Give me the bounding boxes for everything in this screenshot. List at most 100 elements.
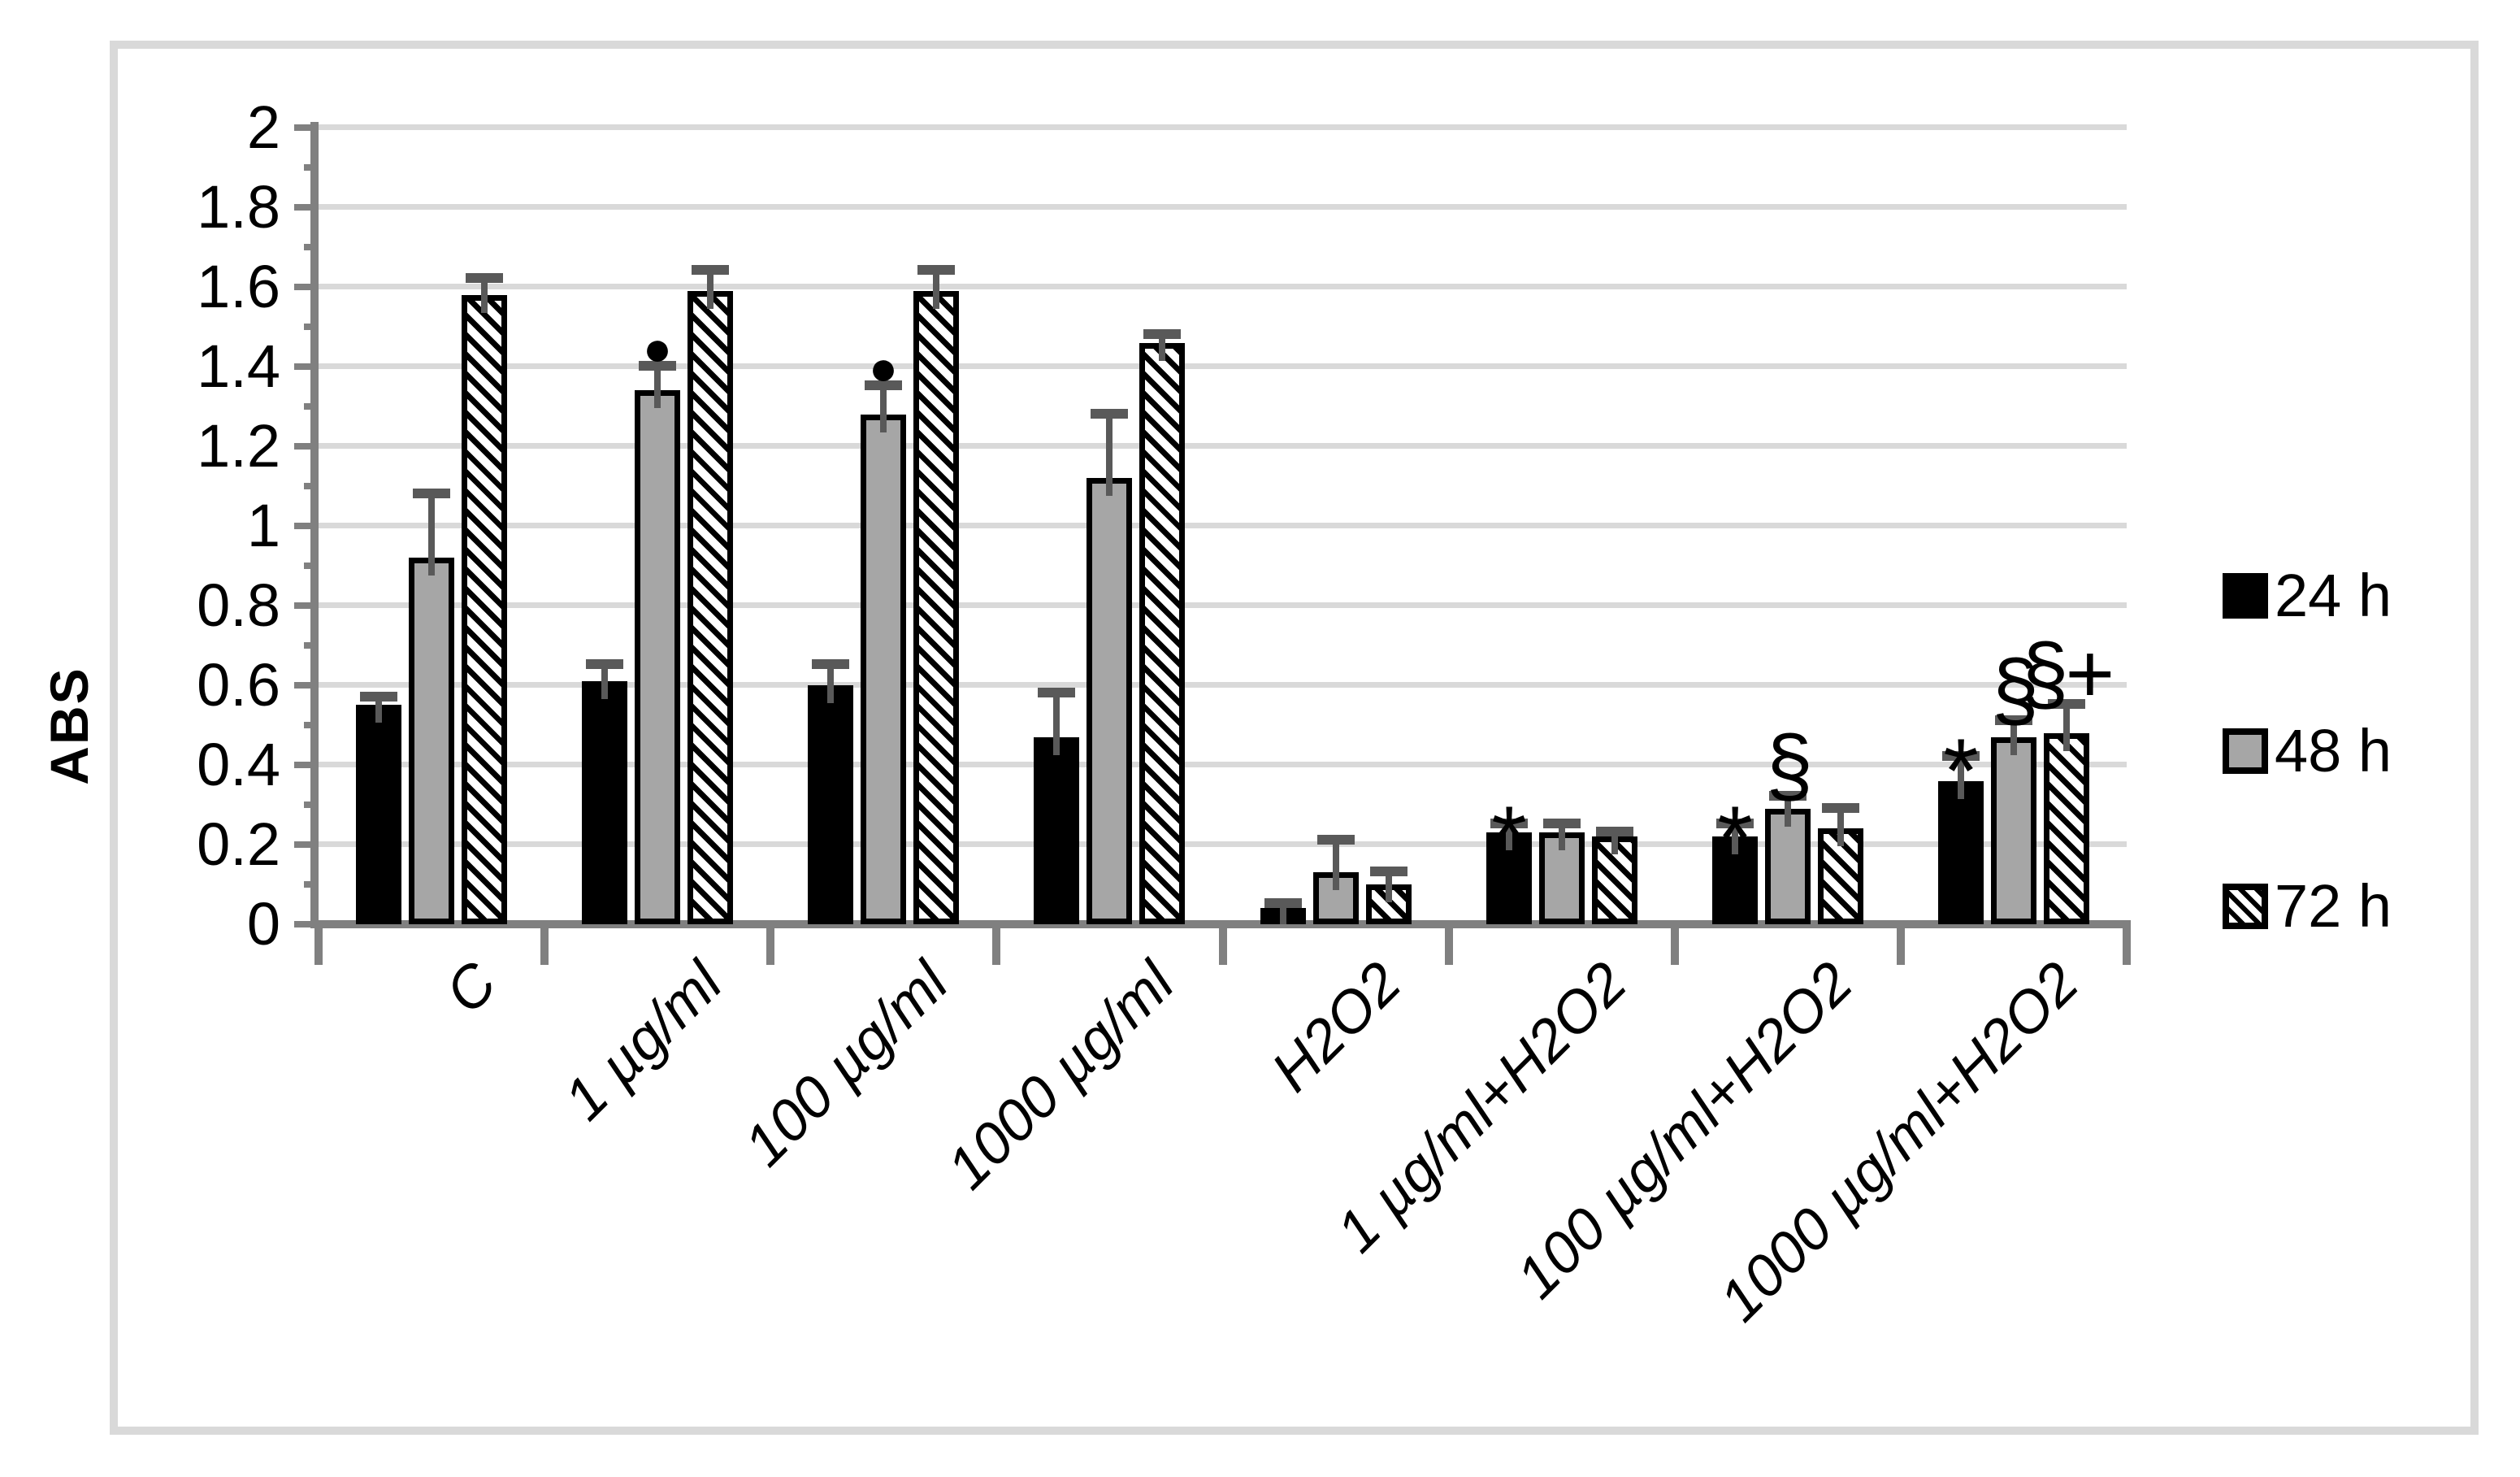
legend-label-24h: 24 h xyxy=(2275,562,2392,629)
error-bar-stem xyxy=(1280,904,1286,924)
error-bar-cap xyxy=(1038,688,1075,697)
error-bar-stem xyxy=(2010,721,2017,755)
legend-item-24h: 24 h xyxy=(2223,561,2392,630)
y-major-tick xyxy=(294,841,319,848)
y-minor-tick xyxy=(304,244,319,250)
error-bar-stem xyxy=(1386,872,1392,902)
error-bar-stem xyxy=(1732,824,1738,854)
bar-24h-C xyxy=(356,705,401,924)
y-tick-label: 1 xyxy=(246,492,280,559)
gridline xyxy=(319,841,2127,847)
y-major-tick xyxy=(294,921,319,927)
error-bar-cap xyxy=(1143,329,1181,339)
significance-marker: ● xyxy=(642,321,673,376)
error-bar-stem xyxy=(375,697,382,723)
y-tick-label: 1.8 xyxy=(197,173,280,241)
error-bar-cap xyxy=(1490,819,1528,828)
error-bar-cap xyxy=(639,361,676,371)
x-tick xyxy=(2123,924,2131,965)
error-bar-cap xyxy=(413,489,450,498)
y-major-tick xyxy=(294,523,319,529)
y-tick-label: 0.6 xyxy=(197,651,280,719)
legend-swatch-24h-icon xyxy=(2223,572,2268,619)
x-tick xyxy=(1445,924,1453,965)
error-bar-cap xyxy=(865,380,902,390)
error-bar-stem xyxy=(428,494,435,576)
x-tick xyxy=(1219,924,1227,965)
bar-72h-1000 µg/ml+H2O2 xyxy=(2044,733,2089,924)
error-bar-cap xyxy=(917,265,955,275)
y-tick-label: 2 xyxy=(246,93,280,161)
plot-area: ● ● * * § * § §+ xyxy=(319,124,2127,924)
y-tick-label: 0 xyxy=(246,890,280,958)
error-bar-stem xyxy=(1958,757,1964,799)
significance-marker: §+ xyxy=(2021,627,2115,721)
x-tick xyxy=(992,924,1000,965)
bar-48h-1000 µg/ml xyxy=(1087,478,1132,924)
y-axis-title: ABS xyxy=(39,667,99,785)
x-tick xyxy=(766,924,774,965)
error-bar-stem xyxy=(1785,797,1791,827)
y-minor-tick xyxy=(304,642,319,649)
y-major-tick xyxy=(294,762,319,768)
error-bar-cap xyxy=(586,659,623,669)
y-tick-label: 1.2 xyxy=(197,412,280,480)
gridline xyxy=(319,204,2127,210)
y-major-tick xyxy=(294,602,319,609)
legend: 24 h 48 h 72 h xyxy=(2223,561,2392,1027)
bar-48h-100 µg/ml xyxy=(861,415,906,924)
bar-48h-1 µg/ml xyxy=(635,390,680,924)
y-major-tick xyxy=(294,443,319,450)
significance-marker: § xyxy=(1766,719,1813,813)
error-bar-stem xyxy=(827,665,834,703)
error-bar-stem xyxy=(880,386,887,432)
error-bar-cap xyxy=(1091,409,1128,419)
bar-24h-1 µg/ml xyxy=(582,681,627,924)
error-bar-stem xyxy=(1106,415,1113,496)
error-bar-cap xyxy=(812,659,849,669)
error-bar-cap xyxy=(1942,751,1980,761)
bar-48h-1000 µg/ml+H2O2 xyxy=(1991,737,2036,924)
y-minor-tick xyxy=(304,483,319,489)
y-tick-label: 0.2 xyxy=(197,810,280,878)
error-bar-stem xyxy=(601,665,608,699)
legend-swatch-72h-icon xyxy=(2223,883,2268,929)
y-minor-tick xyxy=(304,563,319,569)
bar-24h-1000 µg/ml xyxy=(1034,737,1079,924)
bar-72h-1 µg/ml xyxy=(687,291,733,924)
error-bar-cap xyxy=(692,265,729,275)
error-bar-stem xyxy=(1053,693,1060,755)
y-minor-tick xyxy=(304,403,319,410)
legend-swatch-48h-icon xyxy=(2223,728,2268,774)
legend-label-48h: 48 h xyxy=(2275,717,2392,784)
bar-48h-C xyxy=(409,558,454,924)
significance-marker: § xyxy=(1992,643,2039,737)
error-bar-cap xyxy=(1596,827,1633,836)
error-bar-cap xyxy=(1822,803,1859,813)
error-bar-cap xyxy=(1543,819,1581,828)
gridline xyxy=(319,284,2127,289)
bar-24h-100 µg/ml xyxy=(808,685,853,924)
bar-24h-1000 µg/ml+H2O2 xyxy=(1938,781,1984,924)
y-tick-label: 0.4 xyxy=(197,731,280,798)
error-bar-stem xyxy=(1333,841,1339,890)
error-bar-stem xyxy=(481,279,488,313)
y-major-tick xyxy=(294,284,319,290)
legend-item-72h: 72 h xyxy=(2223,871,2392,941)
x-tick xyxy=(540,924,549,965)
gridline xyxy=(319,523,2127,528)
x-tick xyxy=(314,924,323,965)
y-minor-tick xyxy=(304,324,319,330)
error-bar-cap xyxy=(1370,867,1407,876)
y-major-tick xyxy=(294,682,319,689)
error-bar-stem xyxy=(1611,832,1618,854)
bar-72h-C xyxy=(462,295,507,924)
legend-label-72h: 72 h xyxy=(2275,872,2392,940)
significance-marker: * xyxy=(1491,788,1527,889)
gridline xyxy=(319,762,2127,767)
error-bar-cap xyxy=(1769,791,1807,801)
y-major-tick xyxy=(294,204,319,211)
error-bar-cap xyxy=(1995,715,2032,725)
bar-48h-100 µg/ml+H2O2 xyxy=(1765,809,1811,924)
